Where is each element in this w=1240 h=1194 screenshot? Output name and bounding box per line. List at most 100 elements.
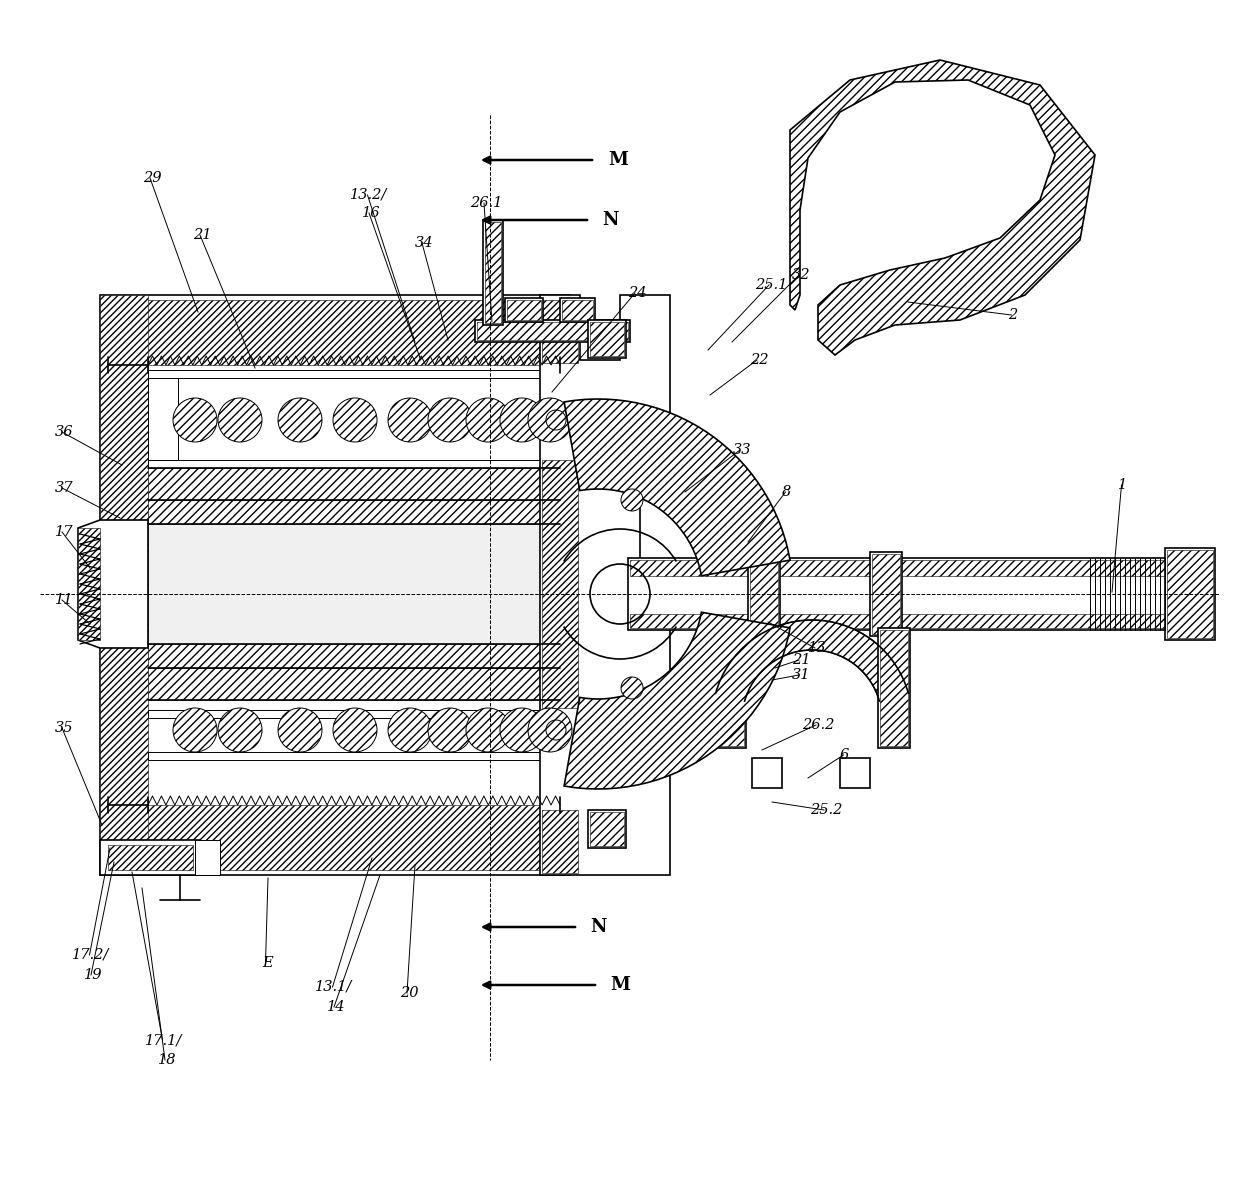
Bar xyxy=(148,524,560,644)
Text: 2: 2 xyxy=(1008,308,1017,322)
Circle shape xyxy=(174,398,217,442)
Bar xyxy=(750,554,777,634)
Bar xyxy=(542,460,578,708)
Bar xyxy=(148,710,560,718)
Bar xyxy=(715,630,744,746)
Bar xyxy=(590,812,624,847)
Bar xyxy=(627,558,1168,630)
Text: N: N xyxy=(601,211,619,229)
Circle shape xyxy=(546,410,565,430)
Text: 18: 18 xyxy=(157,1053,176,1067)
Bar xyxy=(477,322,627,340)
Bar xyxy=(630,614,1166,628)
Text: E: E xyxy=(262,956,273,970)
Circle shape xyxy=(466,398,510,442)
Bar xyxy=(630,560,1166,576)
Text: 13.1/: 13.1/ xyxy=(315,980,352,993)
Text: 17.2/: 17.2/ xyxy=(72,948,109,962)
Circle shape xyxy=(428,708,472,752)
Bar xyxy=(542,810,578,873)
Circle shape xyxy=(174,708,217,752)
Bar xyxy=(539,300,575,365)
Circle shape xyxy=(528,708,572,752)
Bar xyxy=(108,805,563,870)
Text: 26.1: 26.1 xyxy=(470,196,502,210)
Circle shape xyxy=(388,708,432,752)
Text: 11: 11 xyxy=(55,593,73,607)
Circle shape xyxy=(388,398,432,442)
Circle shape xyxy=(466,708,510,752)
Text: 22: 22 xyxy=(750,353,769,367)
Bar xyxy=(714,628,746,747)
Text: 1: 1 xyxy=(1118,478,1127,492)
Text: 26.2: 26.2 xyxy=(802,718,835,732)
Bar xyxy=(1167,550,1213,638)
Text: 20: 20 xyxy=(401,986,419,1001)
Text: 25.2: 25.2 xyxy=(810,804,842,817)
Text: 17: 17 xyxy=(55,525,73,538)
Bar xyxy=(108,300,563,365)
Circle shape xyxy=(218,398,262,442)
Bar xyxy=(475,320,630,341)
Circle shape xyxy=(546,720,565,740)
Bar xyxy=(751,758,782,788)
Bar xyxy=(148,667,560,700)
Bar xyxy=(148,644,560,667)
Circle shape xyxy=(500,398,544,442)
Circle shape xyxy=(621,490,644,511)
Circle shape xyxy=(334,708,377,752)
Text: 25.1: 25.1 xyxy=(755,278,787,293)
Circle shape xyxy=(278,398,322,442)
Bar xyxy=(505,298,543,322)
Polygon shape xyxy=(78,521,148,648)
Polygon shape xyxy=(195,841,219,875)
Text: 32: 32 xyxy=(792,267,811,282)
Bar xyxy=(148,500,560,524)
Text: 36: 36 xyxy=(55,425,73,439)
Polygon shape xyxy=(564,613,790,789)
Bar xyxy=(539,805,575,870)
Text: 35: 35 xyxy=(55,721,73,736)
Text: 17.1/: 17.1/ xyxy=(145,1033,182,1047)
Bar xyxy=(872,554,900,634)
Bar xyxy=(870,552,901,636)
Text: 14: 14 xyxy=(327,1001,346,1014)
Circle shape xyxy=(428,398,472,442)
Text: 29: 29 xyxy=(143,171,161,185)
Text: M: M xyxy=(608,150,627,170)
Bar xyxy=(507,300,541,320)
Text: 34: 34 xyxy=(415,236,434,250)
Text: 24: 24 xyxy=(627,287,646,300)
Bar xyxy=(485,222,501,324)
Bar xyxy=(148,468,560,500)
Bar xyxy=(560,298,595,322)
Text: M: M xyxy=(610,975,630,993)
Bar xyxy=(748,552,780,636)
Bar xyxy=(588,320,626,358)
Circle shape xyxy=(528,398,572,442)
Text: 8: 8 xyxy=(782,485,791,499)
Bar xyxy=(108,845,193,870)
Bar xyxy=(878,628,910,747)
Bar xyxy=(590,322,624,356)
Bar xyxy=(839,758,870,788)
Bar xyxy=(100,295,148,875)
Text: 33: 33 xyxy=(733,443,751,457)
Text: 19: 19 xyxy=(84,968,103,981)
Text: 21: 21 xyxy=(792,653,811,667)
Bar xyxy=(562,300,593,320)
Bar xyxy=(148,460,560,468)
Text: 37: 37 xyxy=(55,481,73,496)
Polygon shape xyxy=(564,399,790,576)
Polygon shape xyxy=(539,295,670,875)
Bar xyxy=(148,370,560,378)
Bar xyxy=(1166,548,1215,640)
Text: 21: 21 xyxy=(193,228,212,242)
Text: 13: 13 xyxy=(808,641,827,656)
Bar xyxy=(148,752,560,761)
Bar xyxy=(588,810,626,848)
Text: 13.2/: 13.2/ xyxy=(350,187,387,202)
Circle shape xyxy=(500,708,544,752)
Circle shape xyxy=(621,677,644,698)
Polygon shape xyxy=(100,295,570,875)
